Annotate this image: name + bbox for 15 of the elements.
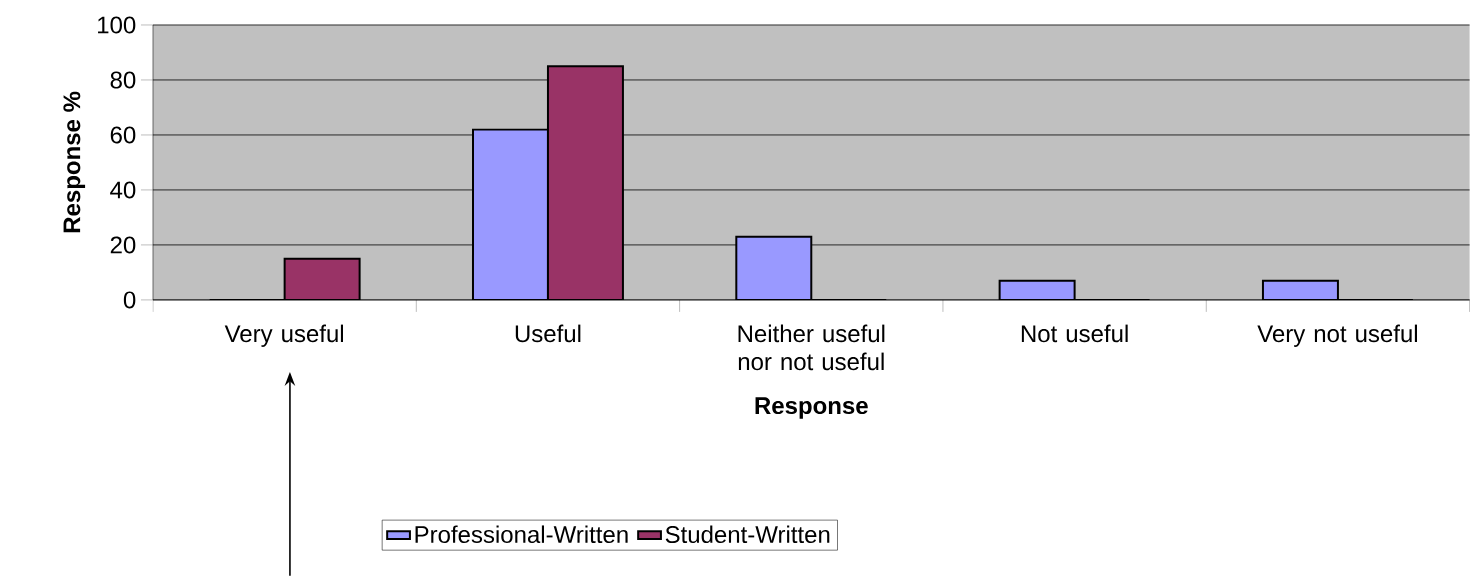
legend-label: Student-Written xyxy=(665,525,830,544)
y-tick-label: 100 xyxy=(98,16,136,34)
x-tick-label: Very not useful xyxy=(1257,324,1417,348)
x-tick-label: Neither useful nor not useful xyxy=(738,324,885,371)
x-tick-label: Not useful xyxy=(1021,324,1128,343)
legend-label: Professional-Written xyxy=(415,525,628,544)
x-axis-title: Response xyxy=(755,397,868,420)
x-tick-label: Very useful xyxy=(224,324,344,348)
y-axis-title: Response % xyxy=(63,91,86,233)
y-tick-label: 60 xyxy=(110,126,136,144)
x-tick-label: Useful xyxy=(515,324,581,343)
y-tick-label: 20 xyxy=(110,236,136,254)
y-tick-label: 40 xyxy=(110,181,136,199)
y-tick-label: 80 xyxy=(110,71,136,89)
y-tick-label: 0 xyxy=(123,291,136,309)
